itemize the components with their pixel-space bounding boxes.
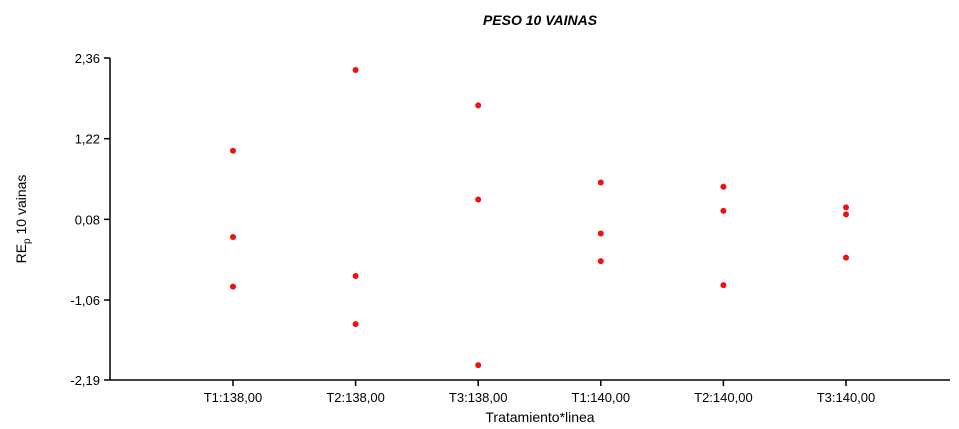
x-tick-label: T1:138,00 bbox=[204, 390, 263, 405]
x-ticks: T1:138,00 T2:138,00 T3:138,00 T1:140,00 T2:1… bbox=[204, 380, 876, 405]
data-point bbox=[475, 362, 482, 369]
y-axis-label: REp 10 vainas bbox=[13, 175, 33, 264]
x-tick-label: T3:140,00 bbox=[817, 390, 876, 405]
x-axis-label: Tratamiento*linea bbox=[485, 409, 594, 425]
data-point bbox=[843, 254, 849, 261]
y-axis-label-main: RE bbox=[13, 244, 29, 263]
x-axis: T1:138,00 T2:138,00 T3:138,00 T1:140,00 T2:1… bbox=[110, 379, 950, 405]
x-tick-label: T2:140,00 bbox=[694, 390, 753, 405]
data-point bbox=[352, 321, 359, 328]
data-point bbox=[597, 179, 604, 186]
x-tick-label: T2:138,00 bbox=[326, 390, 385, 405]
y-tick-label: -2,19 bbox=[70, 373, 100, 388]
data-point bbox=[843, 211, 849, 218]
y-tick-label: -1,06 bbox=[70, 293, 100, 308]
data-point bbox=[843, 204, 849, 211]
data-point bbox=[720, 282, 727, 289]
data-point bbox=[597, 258, 604, 265]
chart-title: PESO 10 VAINAS bbox=[483, 12, 598, 28]
data-point bbox=[230, 234, 236, 241]
data-point bbox=[352, 272, 359, 279]
x-tick-label: T3:138,00 bbox=[449, 390, 508, 405]
y-ticks: 2,36 1,22 0,08 -1,06 -2,19 bbox=[70, 51, 110, 388]
data-point bbox=[475, 196, 482, 203]
x-tick-label: T1:140,00 bbox=[572, 390, 631, 405]
y-tick-label: 0,08 bbox=[75, 212, 100, 227]
data-point bbox=[352, 67, 359, 74]
y-tick-label: 1,22 bbox=[75, 132, 100, 147]
data-points bbox=[230, 67, 849, 369]
data-point bbox=[230, 147, 236, 154]
y-axis-label-rest: 10 vainas bbox=[13, 175, 29, 239]
y-tick-label: 2,36 bbox=[75, 51, 100, 66]
y-axis-label-sub: p bbox=[22, 238, 33, 244]
data-point bbox=[597, 230, 604, 237]
data-point bbox=[475, 102, 482, 109]
data-point bbox=[230, 283, 236, 290]
data-point bbox=[720, 207, 727, 214]
y-axis: 2,36 1,22 0,08 -1,06 -2,19 bbox=[70, 51, 111, 388]
data-point bbox=[720, 183, 727, 190]
